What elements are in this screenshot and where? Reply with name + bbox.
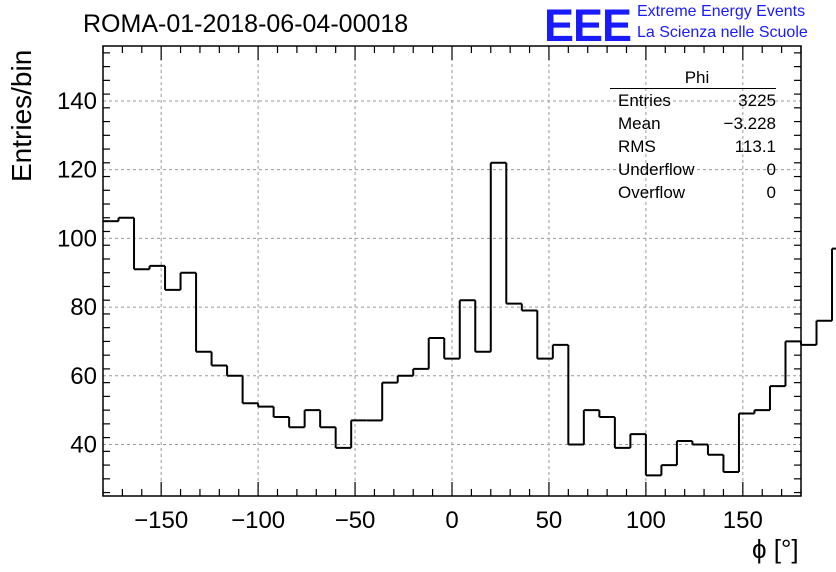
histogram-bin bbox=[241, 375, 259, 405]
histogram-bin bbox=[660, 464, 677, 476]
y-tick-label: 140 bbox=[57, 88, 97, 115]
histogram-bin bbox=[458, 299, 476, 359]
x-tick-label: 50 bbox=[536, 507, 563, 534]
histogram-bin bbox=[443, 337, 460, 360]
stats-value: 3225 bbox=[738, 91, 776, 110]
histogram-bin bbox=[722, 454, 739, 473]
y-axis-label: Entries/bin bbox=[6, 49, 37, 182]
histogram-bin bbox=[691, 441, 708, 446]
stats-value: 0 bbox=[766, 160, 776, 179]
histogram-bin bbox=[675, 440, 693, 466]
stats-value: 113.1 bbox=[734, 137, 776, 156]
histogram-bin bbox=[226, 365, 243, 377]
x-tick-label: 0 bbox=[445, 507, 458, 534]
histogram-bin bbox=[210, 351, 228, 367]
logo-subtitle-line1: Extreme Energy Events bbox=[637, 3, 806, 20]
x-tick-label: 100 bbox=[626, 507, 666, 534]
histogram-bin bbox=[753, 409, 770, 414]
histogram-bin bbox=[195, 272, 212, 353]
histogram-bin bbox=[412, 367, 429, 376]
histogram-bin bbox=[582, 409, 600, 445]
stats-row-rms: RMS 113.1 bbox=[610, 135, 776, 158]
y-tick-label: 80 bbox=[70, 294, 97, 321]
stats-row-mean: Mean −3.228 bbox=[610, 112, 776, 135]
x-tick-label: −50 bbox=[335, 507, 376, 534]
histogram-bin bbox=[815, 319, 833, 345]
histogram-bin bbox=[303, 409, 321, 428]
histogram-bin bbox=[784, 340, 801, 387]
histogram-bin bbox=[427, 336, 445, 369]
stats-row-underflow: Underflow 0 bbox=[610, 158, 776, 181]
histogram-bin bbox=[117, 216, 135, 222]
histogram-bin bbox=[489, 161, 507, 352]
stats-row-overflow: Overflow 0 bbox=[610, 181, 776, 204]
histogram-bin bbox=[800, 341, 817, 346]
histogram-bin bbox=[474, 300, 491, 353]
histogram-bin bbox=[644, 434, 662, 477]
stats-value: 0 bbox=[766, 183, 776, 202]
stats-label: Entries bbox=[618, 91, 671, 110]
histogram-bin bbox=[737, 412, 755, 472]
x-tick-label: −100 bbox=[231, 507, 285, 534]
histogram-bin bbox=[148, 264, 166, 270]
histogram-bin bbox=[334, 427, 352, 449]
histogram-bin bbox=[520, 303, 538, 312]
histogram-bin bbox=[319, 410, 336, 429]
y-tick-label: 120 bbox=[57, 157, 97, 184]
histogram-bin bbox=[567, 344, 584, 446]
stats-value: −3.228 bbox=[723, 114, 776, 133]
eee-logo: EEE bbox=[544, 0, 632, 51]
histogram-bin bbox=[505, 162, 522, 305]
histogram-bin bbox=[288, 416, 305, 429]
y-tick-label: 40 bbox=[70, 431, 97, 458]
x-tick-label: 150 bbox=[723, 507, 763, 534]
histogram-bin bbox=[257, 403, 274, 408]
histogram-bin bbox=[598, 410, 615, 418]
stats-box: Phi Entries 3225 Mean −3.228 RMS 113.1 U… bbox=[610, 68, 776, 204]
stats-title: Phi bbox=[610, 68, 776, 89]
x-axis-label: ϕ [°] bbox=[752, 534, 799, 564]
chart-title: ROMA-01-2018-06-04-00018 bbox=[83, 10, 409, 38]
histogram-bin bbox=[768, 385, 786, 411]
histogram-bin bbox=[272, 406, 290, 418]
stats-label: Mean bbox=[618, 114, 661, 133]
y-tick-label: 60 bbox=[70, 363, 97, 390]
y-tick-label: 100 bbox=[57, 225, 97, 252]
stats-row-entries: Entries 3225 bbox=[610, 89, 776, 112]
x-tick-label: −150 bbox=[134, 507, 188, 534]
logo-subtitle-line2: La Scienza nelle Scuole bbox=[637, 24, 808, 41]
histogram-bin bbox=[381, 381, 398, 421]
histogram-bin bbox=[551, 343, 569, 359]
histogram-bin bbox=[179, 271, 197, 290]
histogram-bin bbox=[706, 444, 724, 456]
histogram-bin bbox=[164, 265, 181, 291]
histogram-bin bbox=[133, 217, 150, 271]
stats-label: RMS bbox=[618, 137, 656, 156]
histogram-bin bbox=[629, 433, 646, 448]
histogram-bin bbox=[350, 419, 367, 448]
histogram-bin bbox=[613, 416, 631, 449]
histogram-bin bbox=[536, 310, 553, 360]
histogram-bin bbox=[831, 247, 836, 321]
stats-label: Underflow bbox=[618, 160, 695, 179]
histogram-bin bbox=[396, 374, 414, 383]
stats-label: Overflow bbox=[618, 183, 686, 202]
